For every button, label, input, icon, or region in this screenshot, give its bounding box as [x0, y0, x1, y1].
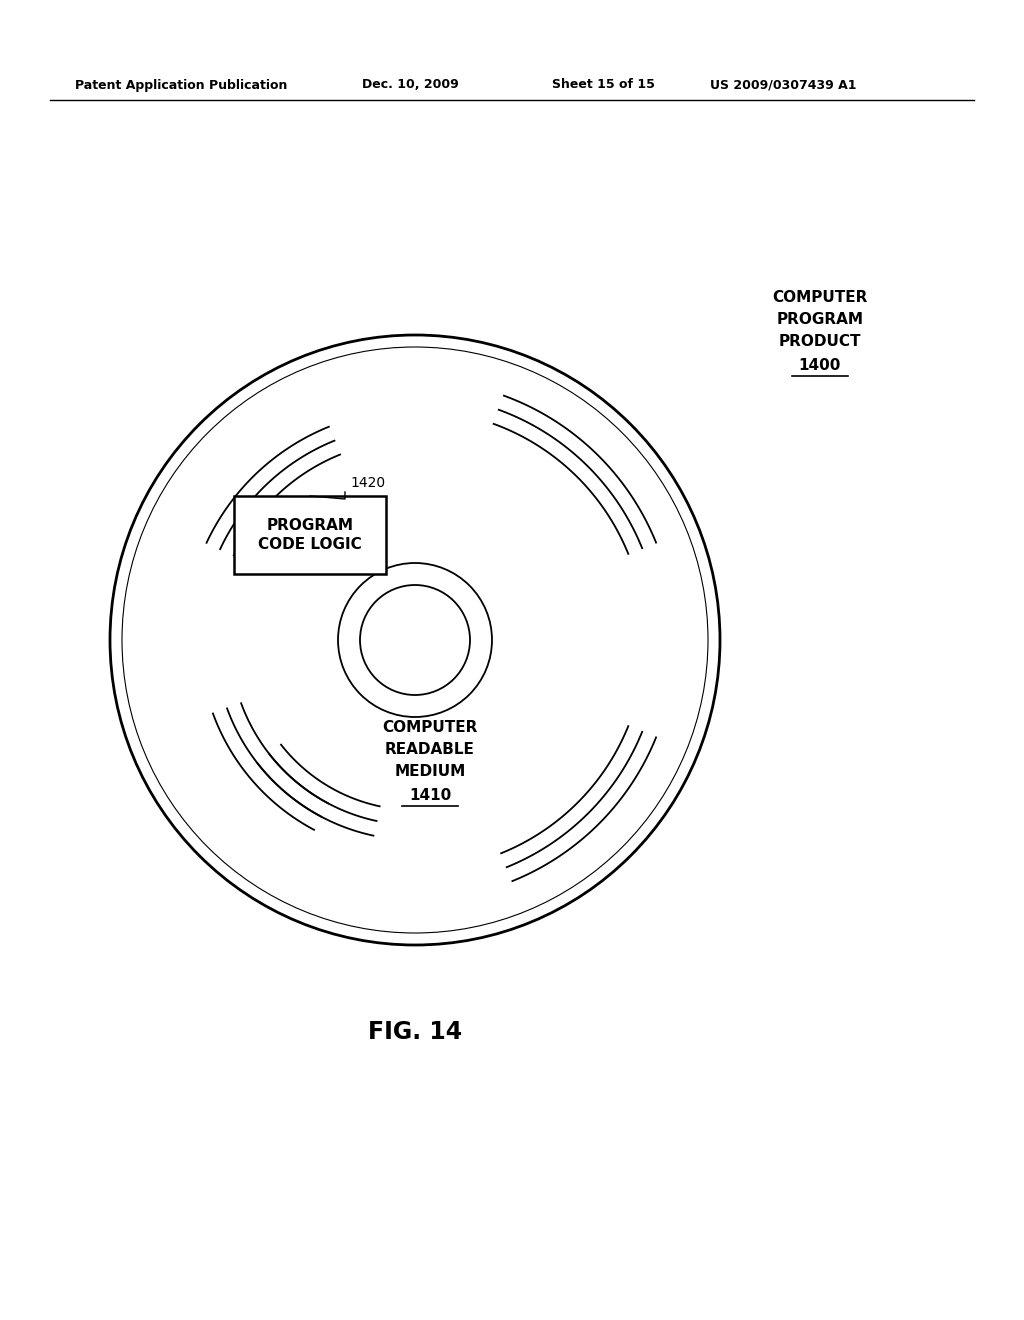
Text: MEDIUM: MEDIUM [394, 764, 466, 779]
Text: PROGRAM
CODE LOGIC: PROGRAM CODE LOGIC [258, 517, 361, 552]
Text: FIG. 14: FIG. 14 [368, 1020, 462, 1044]
Text: Dec. 10, 2009: Dec. 10, 2009 [362, 78, 459, 91]
Text: US 2009/0307439 A1: US 2009/0307439 A1 [710, 78, 856, 91]
Text: PRODUCT: PRODUCT [778, 334, 861, 348]
Text: PROGRAM: PROGRAM [776, 312, 863, 327]
Bar [234, 496, 386, 574]
Text: COMPUTER: COMPUTER [382, 719, 477, 735]
Text: READABLE: READABLE [385, 742, 475, 756]
Text: COMPUTER: COMPUTER [772, 290, 867, 305]
Text: Patent Application Publication: Patent Application Publication [75, 78, 288, 91]
Text: 1410: 1410 [409, 788, 452, 803]
Text: Sheet 15 of 15: Sheet 15 of 15 [552, 78, 655, 91]
Text: 1420: 1420 [350, 477, 385, 490]
Text: 1400: 1400 [799, 358, 841, 374]
Circle shape [360, 585, 470, 696]
